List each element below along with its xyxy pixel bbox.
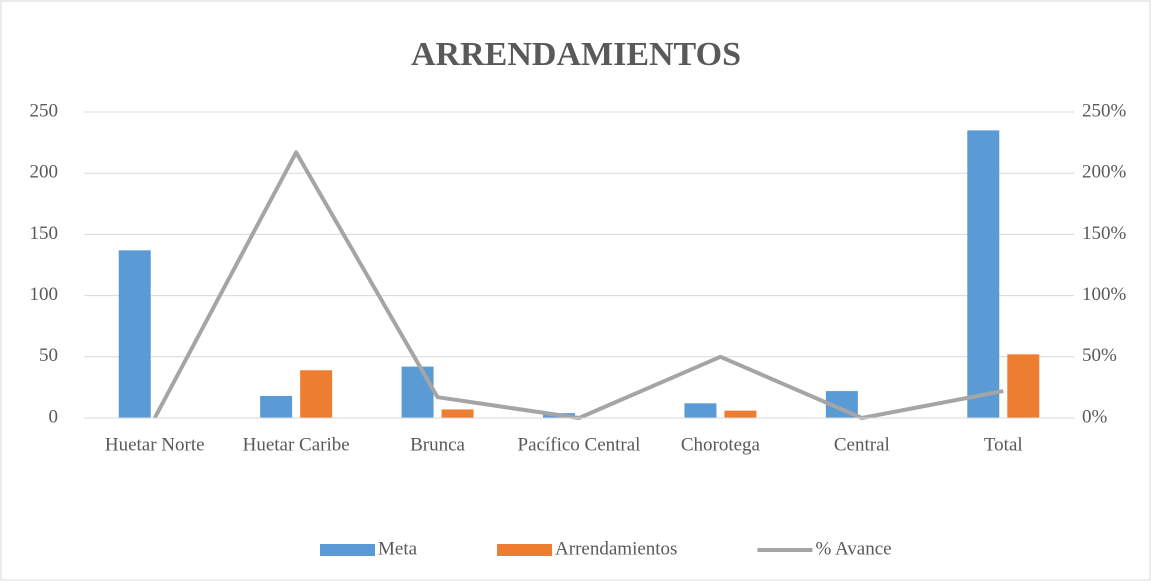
x-tick-label: Huetar Norte xyxy=(105,434,205,455)
y2-tick-label: 150% xyxy=(1082,223,1127,244)
legend-label: Meta xyxy=(378,538,418,559)
x-tick-label: Total xyxy=(984,434,1023,455)
legend-swatch xyxy=(320,544,375,556)
legend-swatch xyxy=(497,544,553,556)
legend-label: Arrendamientos xyxy=(555,538,677,559)
y-tick-label: 50 xyxy=(39,345,58,366)
y-tick-label: 150 xyxy=(30,223,59,244)
y-tick-label: 250 xyxy=(30,100,59,121)
y2-tick-label: 50% xyxy=(1082,345,1117,366)
bar xyxy=(441,409,474,418)
bar xyxy=(260,395,293,418)
y2-tick-label: 0% xyxy=(1082,406,1108,427)
chart-title: ARRENDAMIENTOS xyxy=(411,36,741,73)
bar xyxy=(300,370,333,418)
y-tick-label: 200 xyxy=(30,162,59,183)
bar xyxy=(967,130,1000,419)
y2-tick-label: 250% xyxy=(1082,100,1127,121)
bar xyxy=(401,366,434,418)
y-tick-label: 0 xyxy=(49,406,59,427)
x-tick-label: Pacífico Central xyxy=(518,434,641,455)
y-tick-label: 100 xyxy=(30,284,59,305)
x-tick-label: Huetar Caribe xyxy=(243,434,350,455)
bar xyxy=(684,403,717,418)
y2-tick-label: 100% xyxy=(1082,284,1127,305)
bar xyxy=(1007,354,1040,418)
bar xyxy=(724,410,757,418)
bar xyxy=(118,250,151,418)
legend-label: % Avance xyxy=(815,538,891,559)
x-tick-label: Central xyxy=(834,434,890,455)
x-tick-label: Brunca xyxy=(410,434,465,455)
x-tick-label: Chorotega xyxy=(681,434,761,455)
y2-tick-label: 200% xyxy=(1082,162,1127,183)
